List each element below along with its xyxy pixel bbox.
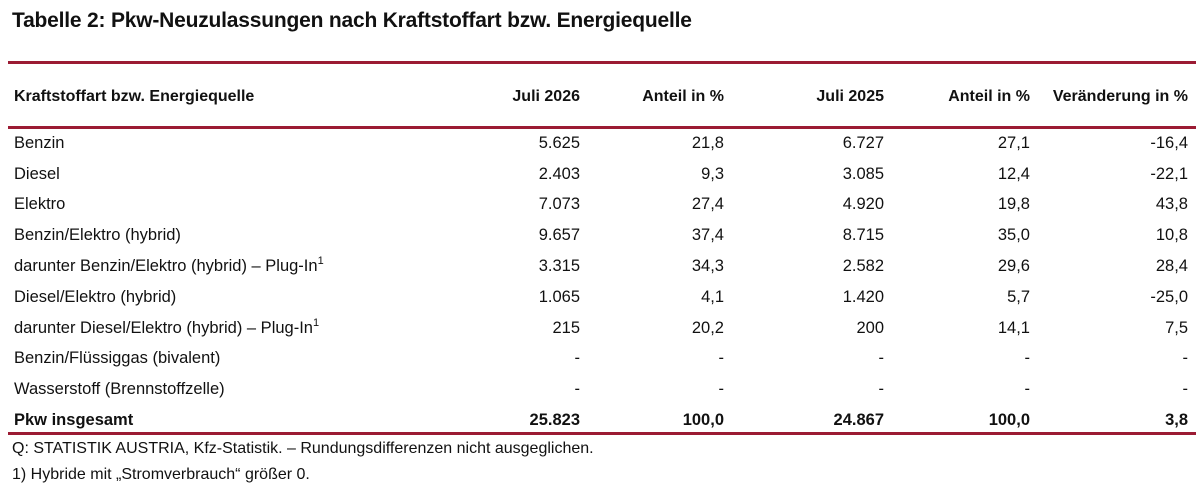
change-percent: -25,0 — [1150, 287, 1188, 306]
share-2025: 19,8 — [997, 195, 1030, 214]
change-percent: -16,4 — [1150, 133, 1188, 152]
value-july-2025: 8.715 — [842, 226, 884, 245]
total-value-july-2026: 25.823 — [529, 411, 580, 430]
footnote-marker: 1 — [312, 316, 320, 329]
value-july-2025: - — [878, 349, 885, 368]
share-2025: - — [1024, 380, 1031, 399]
row-label: Elektro — [8, 190, 420, 221]
row-label-text: Diesel — [14, 164, 60, 183]
change-percent: - — [1182, 380, 1189, 399]
share-2025: - — [1024, 349, 1031, 368]
row-label: Wasserstoff (Brennstoffzelle) — [8, 374, 420, 405]
share-2025: 12,4 — [997, 164, 1030, 183]
value-july-2026: - — [574, 349, 581, 368]
value-july-2025: 6.727 — [842, 133, 884, 152]
change-percent: 43,8 — [1155, 195, 1188, 214]
total-value-july-2025: 24.867 — [833, 411, 884, 430]
row-label: Benzin/Flüssiggas (bivalent) — [8, 344, 420, 375]
change-percent: -22,1 — [1150, 164, 1188, 183]
row-label-text: darunter Benzin/Elektro (hybrid) – Plug-… — [14, 257, 318, 276]
value-july-2025: 2.582 — [842, 257, 884, 276]
total-share-2025: 100,0 — [988, 411, 1030, 430]
table-row: Benzin/Elektro (hybrid) 9.657 37,4 8.715 35,… — [8, 220, 1196, 251]
header-share-2025: Anteil in % — [948, 88, 1030, 105]
footnote-marker: 1 — [317, 255, 324, 268]
footnote-1: 1) Hybride mit „Stromverbrauch“ größer 0… — [12, 466, 310, 483]
header-fuel-type: Kraftstoffart bzw. Energiequelle — [14, 88, 255, 105]
share-2025: 35,0 — [997, 226, 1030, 245]
value-july-2026: 2.403 — [538, 164, 580, 183]
table-row: Wasserstoff (Brennstoffzelle) - - - - - — [8, 374, 1196, 405]
table-row: Diesel/Elektro (hybrid) 1.065 4,1 1.420 5,7 -… — [8, 282, 1196, 313]
row-label: Diesel/Elektro (hybrid) — [8, 282, 420, 313]
change-percent: 7,5 — [1165, 318, 1188, 337]
bottom-rule — [8, 432, 1196, 435]
table-row: Benzin 5.625 21,8 6.727 27,1 -16,4 — [8, 128, 1196, 159]
share-2025: 27,1 — [997, 133, 1030, 152]
row-label-text: Benzin — [14, 133, 65, 152]
row-label-text: darunter Diesel/Elektro (hybrid) – Plug-… — [14, 318, 313, 337]
row-label-text: Elektro — [14, 195, 66, 214]
top-rule — [8, 61, 1196, 64]
share-2026: - — [718, 380, 725, 399]
table-row: Diesel 2.403 9,3 3.085 12,4 -22,1 — [8, 159, 1196, 190]
table-title: Tabelle 2: Pkw-Neuzulassungen nach Kraft… — [12, 9, 692, 32]
row-label: Benzin/Elektro (hybrid) — [8, 220, 420, 251]
row-label: darunter Benzin/Elektro (hybrid) – Plug-… — [8, 251, 420, 282]
table-row: darunter Benzin/Elektro (hybrid) – Plug-… — [8, 251, 1196, 282]
share-2026: 20,2 — [691, 318, 724, 337]
header-july-2025: Juli 2025 — [816, 88, 884, 105]
value-july-2026: 1.065 — [538, 287, 580, 306]
change-percent: 10,8 — [1155, 226, 1188, 245]
value-july-2025: 4.920 — [842, 195, 884, 214]
share-2025: 5,7 — [1007, 287, 1030, 306]
value-july-2026: 7.073 — [538, 195, 580, 214]
header-change: Veränderung in % — [1052, 88, 1188, 105]
row-label: Benzin — [8, 128, 420, 159]
share-2025: 29,6 — [997, 257, 1030, 276]
share-2026: 4,1 — [701, 287, 724, 306]
value-july-2026: 5.625 — [538, 133, 580, 152]
share-2026: 21,8 — [691, 133, 724, 152]
table-row: Elektro 7.073 27,4 4.920 19,8 43,8 — [8, 190, 1196, 221]
header-share-2026: Anteil in % — [642, 88, 724, 105]
share-2026: 9,3 — [701, 164, 724, 183]
header-rule — [8, 126, 1196, 129]
value-july-2025: 1.420 — [842, 287, 884, 306]
header-row: Kraftstoffart bzw. Energiequelle Juli 20… — [8, 66, 1196, 128]
value-july-2026: 3.315 — [538, 257, 580, 276]
share-2026: 34,3 — [691, 257, 724, 276]
row-label-text: Wasserstoff (Brennstoffzelle) — [14, 380, 225, 399]
value-july-2026: 9.657 — [538, 226, 580, 245]
share-2026: - — [718, 349, 725, 368]
total-share-2026: 100,0 — [682, 411, 724, 430]
value-july-2026: - — [574, 380, 581, 399]
table-row: darunter Diesel/Elektro (hybrid) – Plug-… — [8, 313, 1196, 344]
change-percent: 28,4 — [1155, 257, 1188, 276]
total-label: Pkw insgesamt — [14, 411, 134, 430]
total-change-percent: 3,8 — [1165, 411, 1188, 430]
value-july-2025: 3.085 — [842, 164, 884, 183]
header-july-2026: Juli 2026 — [512, 88, 580, 105]
source-note: Q: STATISTIK AUSTRIA, Kfz-Statistik. – R… — [12, 440, 594, 457]
row-label-text: Benzin/Flüssiggas (bivalent) — [14, 349, 221, 368]
row-label-text: Benzin/Elektro (hybrid) — [14, 226, 181, 245]
share-2025: 14,1 — [997, 318, 1030, 337]
value-july-2025: 200 — [856, 318, 884, 337]
row-label: darunter Diesel/Elektro (hybrid) – Plug-… — [8, 313, 420, 344]
table-row: Benzin/Flüssiggas (bivalent) - - - - - — [8, 344, 1196, 375]
value-july-2025: - — [878, 380, 885, 399]
total-row: Pkw insgesamt 25.823 100,0 24.867 100,0 3,8 — [8, 405, 1196, 436]
fuel-type-table: Kraftstoffart bzw. Energiequelle Juli 20… — [8, 66, 1196, 436]
value-july-2026: 215 — [552, 318, 580, 337]
share-2026: 37,4 — [691, 226, 724, 245]
row-label-text: Diesel/Elektro (hybrid) — [14, 287, 177, 306]
share-2026: 27,4 — [691, 195, 724, 214]
change-percent: - — [1182, 349, 1189, 368]
row-label: Diesel — [8, 159, 420, 190]
